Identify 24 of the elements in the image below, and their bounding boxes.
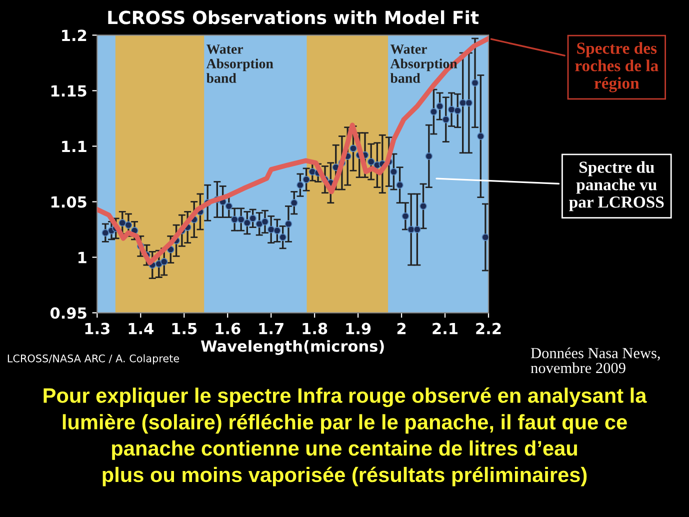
x-tick-label: 1.7 bbox=[259, 322, 284, 334]
x-tick-label: 1.5 bbox=[172, 322, 197, 334]
band-label: Water Absorption band bbox=[206, 44, 274, 83]
x-tick-label: 1.4 bbox=[128, 322, 154, 334]
y-tick-label: 1.15 bbox=[51, 85, 86, 97]
x-tick-label: 1.6 bbox=[216, 322, 240, 334]
text: Données Nasa News, novembre 2009 bbox=[530, 347, 660, 374]
x-axis-title: Wavelength(microns) bbox=[200, 340, 384, 355]
text: LCROSS/NASA ARC / A. Colaprete bbox=[8, 354, 180, 364]
x-tick-label: 1.9 bbox=[346, 322, 371, 334]
y-tick-label: 1 bbox=[78, 252, 86, 264]
y-tick-label: 1.05 bbox=[51, 196, 86, 208]
x-tick-label: 2 bbox=[397, 322, 406, 334]
text: Pour expliquer le spectre Infra rouge observé en analysant la lumière (solaire) réfléchie par le le panache, il faut que ce panache contienne une centaine de litres d’eau plus ou moins vaporisée (résultats préliminaires) bbox=[44, 387, 647, 486]
x-tick-label: 1.8 bbox=[302, 322, 328, 334]
y-tick-label: 1.2 bbox=[62, 30, 86, 41]
x-tick-label: 2.2 bbox=[476, 322, 501, 334]
x-tick-label: 1.3 bbox=[85, 322, 110, 334]
annotation: Spectre du panache vu par LCROSS bbox=[569, 161, 664, 212]
y-tick-label: 1.1 bbox=[62, 140, 86, 152]
x-tick-label: 2.1 bbox=[432, 322, 458, 334]
chart-title: LCROSS Observations with Model Fit bbox=[108, 10, 479, 24]
y-tick-label: 0.95 bbox=[50, 307, 86, 319]
annotation: Spectre des roches de la région bbox=[575, 42, 658, 92]
